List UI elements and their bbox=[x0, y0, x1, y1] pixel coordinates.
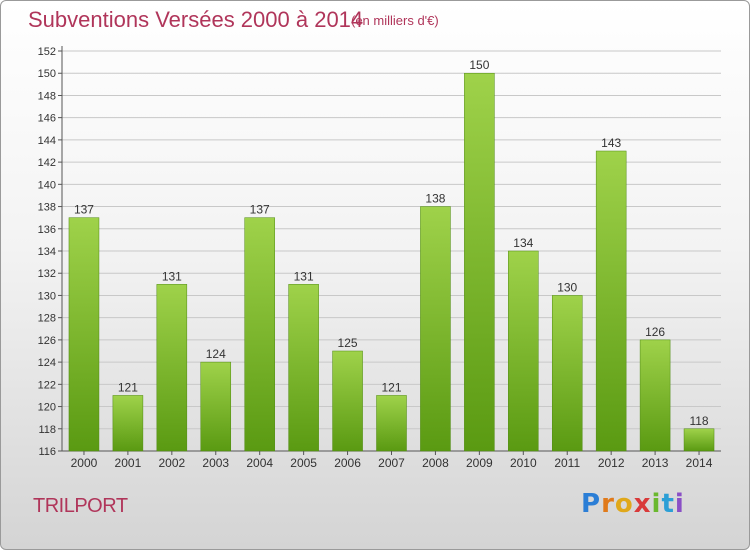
y-tick-label: 128 bbox=[38, 313, 56, 325]
bar-2011 bbox=[551, 295, 583, 452]
x-tick-label-2014: 2014 bbox=[686, 456, 713, 470]
data-label-2011: 130 bbox=[557, 280, 577, 294]
y-tick-label: 142 bbox=[38, 157, 56, 169]
chart-subtitle: (en milliers d'€) bbox=[351, 13, 439, 28]
data-label-2004: 137 bbox=[250, 203, 270, 217]
bar-2013 bbox=[639, 339, 671, 452]
y-tick-label: 152 bbox=[38, 46, 56, 58]
data-label-2014: 118 bbox=[689, 414, 708, 428]
y-tick-label: 148 bbox=[38, 90, 56, 102]
data-label-2005: 131 bbox=[294, 269, 314, 283]
y-tick-label: 132 bbox=[38, 268, 56, 280]
x-tick-label-2007: 2007 bbox=[378, 456, 405, 470]
x-tick-label-2004: 2004 bbox=[246, 456, 273, 470]
bar-2007 bbox=[376, 395, 407, 452]
data-label-2002: 131 bbox=[162, 269, 182, 283]
data-label-2013: 126 bbox=[645, 325, 665, 339]
y-tick-label: 144 bbox=[38, 135, 56, 147]
y-tick-label: 146 bbox=[38, 113, 56, 125]
data-label-2010: 134 bbox=[513, 236, 533, 250]
chart-title: Subventions Versées 2000 à 2014 bbox=[28, 7, 364, 32]
commune-name: TRILPORT bbox=[33, 495, 128, 517]
y-tick-label: 150 bbox=[38, 68, 56, 80]
x-tick-label-2006: 2006 bbox=[334, 456, 361, 470]
bar-2001 bbox=[112, 395, 144, 452]
data-label-2009: 150 bbox=[469, 58, 489, 72]
bar-2000 bbox=[68, 217, 100, 452]
y-tick-label: 130 bbox=[38, 290, 56, 302]
bar-2009 bbox=[464, 72, 495, 452]
y-tick-label: 140 bbox=[38, 179, 56, 191]
bar-2005 bbox=[288, 284, 319, 452]
y-tick-label: 136 bbox=[38, 224, 56, 236]
x-tick-label-2008: 2008 bbox=[422, 456, 449, 470]
y-tick-label: 120 bbox=[38, 402, 56, 414]
bar-2008 bbox=[420, 206, 451, 452]
y-tick-label: 134 bbox=[38, 246, 56, 258]
bar-2006 bbox=[332, 350, 363, 452]
y-tick-label: 122 bbox=[38, 379, 56, 391]
data-label-2012: 143 bbox=[601, 136, 621, 150]
bar-2002 bbox=[156, 284, 188, 452]
y-tick-label: 116 bbox=[38, 446, 56, 458]
data-label-2003: 124 bbox=[206, 347, 226, 361]
bar-2003 bbox=[200, 361, 232, 452]
data-label-2008: 138 bbox=[425, 192, 445, 206]
bar-2010 bbox=[508, 250, 539, 452]
x-tick-label-2000: 2000 bbox=[71, 456, 98, 470]
data-label-2001: 121 bbox=[118, 380, 138, 394]
data-label-2000: 137 bbox=[74, 203, 94, 217]
bar-2004 bbox=[244, 217, 275, 452]
bar-2012 bbox=[595, 150, 627, 452]
bar-2014 bbox=[683, 428, 715, 452]
x-tick-label-2012: 2012 bbox=[598, 456, 625, 470]
x-tick-label-2005: 2005 bbox=[290, 456, 317, 470]
y-tick-label: 118 bbox=[38, 424, 56, 436]
y-tick-label: 124 bbox=[38, 357, 56, 369]
data-label-2006: 125 bbox=[338, 336, 358, 350]
x-tick-label-2009: 2009 bbox=[466, 456, 493, 470]
proxiti-logo[interactable]: Proxiti bbox=[581, 489, 685, 519]
x-tick-label-2010: 2010 bbox=[510, 456, 537, 470]
x-tick-label-2011: 2011 bbox=[554, 456, 580, 470]
y-tick-label: 126 bbox=[38, 335, 56, 347]
y-tick-label: 138 bbox=[38, 202, 56, 214]
x-tick-label-2002: 2002 bbox=[158, 456, 185, 470]
data-label-2007: 121 bbox=[381, 380, 401, 394]
x-tick-label-2003: 2003 bbox=[202, 456, 229, 470]
x-tick-label-2013: 2013 bbox=[642, 456, 669, 470]
x-tick-label-2001: 2001 bbox=[115, 456, 142, 470]
